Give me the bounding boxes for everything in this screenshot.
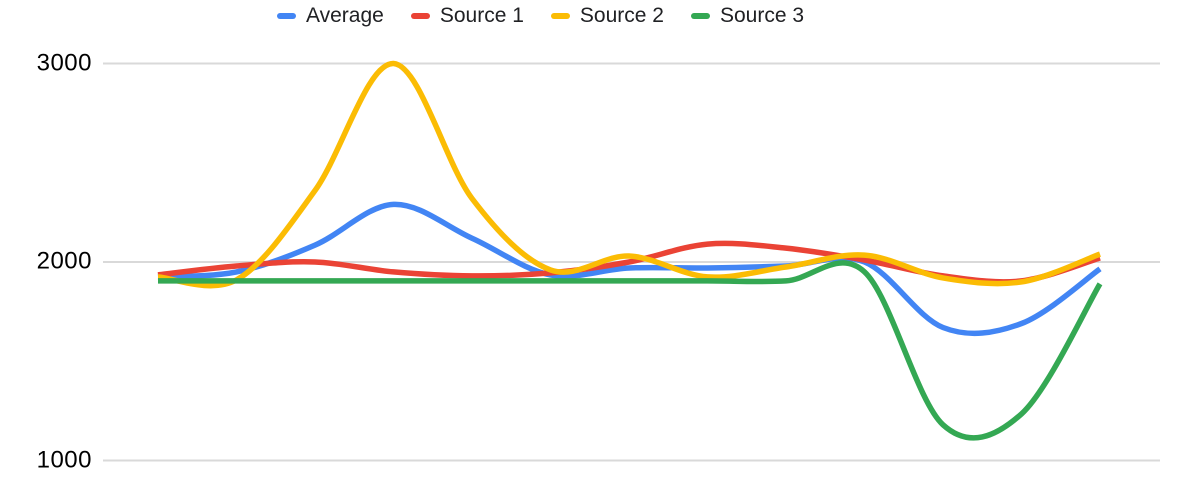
legend-swatch-source-3 xyxy=(690,13,710,19)
series-line-average xyxy=(157,201,1102,337)
legend-label-source-1: Source 1 xyxy=(439,4,524,27)
y-axis-tick-label-1000: 1000 xyxy=(36,445,92,473)
y-axis-tick-label-2000: 2000 xyxy=(36,247,92,275)
legend-label-source-3: Source 3 xyxy=(719,4,805,27)
legend-item-average: Average xyxy=(277,3,384,29)
legend-swatch-source-1 xyxy=(410,13,430,19)
legend-item-source-3: Source 3 xyxy=(690,3,805,29)
series-line-source-3 xyxy=(157,260,1103,441)
legend-item-source-1: Source 1 xyxy=(410,3,524,29)
legend-label-average: Average xyxy=(306,4,384,27)
series-line-source-2 xyxy=(157,60,1101,289)
legend-item-source-2: Source 2 xyxy=(550,3,664,29)
legend-swatch-source-2 xyxy=(550,13,570,19)
legend-label-source-2: Source 2 xyxy=(579,4,664,27)
y-axis: 3000 2000 1000 xyxy=(0,0,92,503)
y-axis-tick-label-3000: 3000 xyxy=(36,48,92,76)
chart-legend: Average Source 1 Source 2 Source 3 xyxy=(277,3,804,29)
legend-swatch-average xyxy=(277,13,296,19)
series-lines xyxy=(157,60,1103,441)
